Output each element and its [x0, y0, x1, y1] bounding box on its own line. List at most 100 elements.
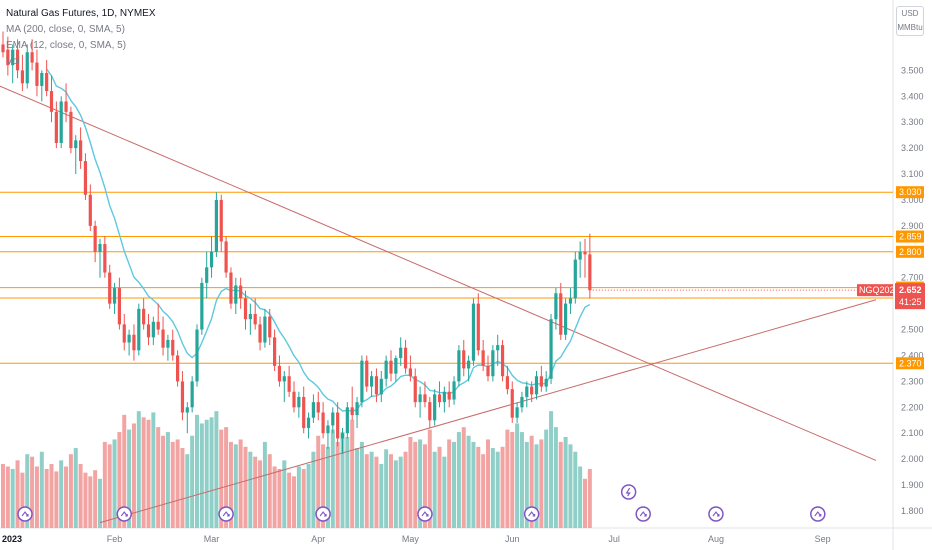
candle-body[interactable] [452, 381, 456, 400]
candle-body[interactable] [176, 355, 180, 382]
candle-body[interactable] [190, 381, 194, 408]
candle-body[interactable] [471, 303, 476, 361]
candle-body[interactable] [399, 347, 403, 359]
candle-body[interactable] [171, 339, 175, 356]
candle-body[interactable] [423, 394, 427, 403]
candle-body[interactable] [268, 316, 272, 338]
candle-body[interactable] [476, 303, 480, 351]
candle-body[interactable] [496, 345, 500, 351]
candle-body[interactable] [573, 259, 577, 299]
alert-icon[interactable] [620, 484, 637, 500]
candle-body[interactable] [394, 358, 398, 374]
candle-body[interactable] [374, 376, 379, 395]
candle-body[interactable] [568, 298, 573, 304]
candle-body[interactable] [287, 376, 291, 392]
candle-body[interactable] [15, 49, 20, 71]
legend-ema[interactable]: EMA (12, close, 0, SMA, 5) [6, 40, 127, 51]
candle-body[interactable] [403, 347, 408, 369]
candle-body[interactable] [54, 111, 58, 143]
candle-body[interactable] [467, 360, 471, 369]
candle-body[interactable] [345, 407, 349, 434]
candle-body[interactable] [336, 412, 340, 439]
candle-body[interactable] [282, 376, 286, 382]
candle-body[interactable] [515, 407, 519, 418]
legend-vol[interactable]: Vol [6, 56, 20, 67]
candle-body[interactable] [481, 350, 485, 366]
candle-body[interactable] [93, 225, 97, 252]
candle-body[interactable] [127, 334, 131, 343]
event-icon[interactable] [417, 506, 433, 522]
candle-body[interactable] [350, 407, 354, 416]
candle-body[interactable] [253, 314, 257, 325]
event-icon[interactable] [708, 506, 724, 522]
event-icon[interactable] [635, 506, 651, 522]
candle-body[interactable] [103, 244, 107, 273]
candle-body[interactable] [273, 337, 277, 366]
candle-body[interactable] [180, 381, 185, 413]
event-icon[interactable] [116, 506, 132, 522]
candle-body[interactable] [491, 350, 495, 377]
candle-body[interactable] [365, 360, 369, 387]
legend-symbol-title[interactable]: Natural Gas Futures, 1D, NYMEX [6, 8, 156, 19]
candle-body[interactable] [447, 391, 451, 400]
candle-body[interactable] [69, 111, 73, 149]
candle-body[interactable] [554, 293, 558, 320]
candle-body[interactable] [122, 324, 126, 343]
candle-body[interactable] [40, 72, 44, 86]
candle-body[interactable] [559, 293, 563, 335]
candle-body[interactable] [442, 391, 446, 403]
candle-body[interactable] [277, 365, 282, 382]
candle-body[interactable] [117, 288, 121, 325]
candle-body[interactable] [588, 254, 592, 291]
candle-body[interactable] [520, 396, 524, 408]
candle-body[interactable] [413, 376, 417, 403]
candle-body[interactable] [98, 244, 102, 252]
candle-body[interactable] [544, 378, 548, 387]
candle-body[interactable] [11, 49, 15, 66]
candle-body[interactable] [243, 298, 248, 320]
candle-body[interactable] [20, 70, 24, 84]
trendline-descending[interactable] [0, 83, 877, 461]
candle-body[interactable] [389, 360, 393, 374]
candle-body[interactable] [539, 376, 543, 387]
candle-body[interactable] [433, 394, 437, 421]
candle-body[interactable] [49, 91, 54, 112]
candle-body[interactable] [462, 350, 466, 369]
candle-body[interactable] [239, 285, 243, 299]
candle-body[interactable] [166, 339, 170, 348]
event-icon[interactable] [218, 506, 234, 522]
candle-body[interactable] [224, 241, 228, 273]
candle-body[interactable] [30, 52, 34, 63]
candle-body[interactable] [234, 285, 238, 304]
candle-body[interactable] [428, 402, 432, 421]
candle-body[interactable] [316, 402, 320, 413]
candle-body[interactable] [229, 272, 233, 304]
candle-body[interactable] [79, 140, 83, 162]
candle-body[interactable] [326, 425, 330, 434]
candle-body[interactable] [500, 345, 505, 377]
candle-body[interactable] [578, 251, 582, 260]
candle-body[interactable] [35, 62, 39, 86]
candle-body[interactable] [321, 412, 325, 434]
candle-body[interactable] [45, 72, 49, 92]
candle-body[interactable] [510, 389, 514, 418]
candle-body[interactable] [331, 412, 335, 426]
candle-body[interactable] [418, 394, 422, 403]
candle-body[interactable] [151, 321, 155, 338]
candle-body[interactable] [370, 376, 374, 387]
candle-body[interactable] [583, 251, 587, 255]
candle-body[interactable] [83, 161, 88, 195]
candle-body[interactable] [457, 350, 461, 382]
candle-body[interactable] [146, 324, 151, 338]
candle-body[interactable] [292, 391, 296, 408]
candle-body[interactable] [214, 199, 218, 252]
candle-body[interactable] [302, 396, 306, 429]
candle-body[interactable] [132, 334, 136, 351]
candle-body[interactable] [306, 417, 311, 429]
candle-body[interactable] [74, 140, 78, 149]
candle-body[interactable] [185, 407, 189, 413]
candle-body[interactable] [108, 272, 112, 304]
legend-ma[interactable]: MA (200, close, 0, SMA, 5) [6, 24, 125, 35]
candle-body[interactable] [534, 376, 539, 395]
